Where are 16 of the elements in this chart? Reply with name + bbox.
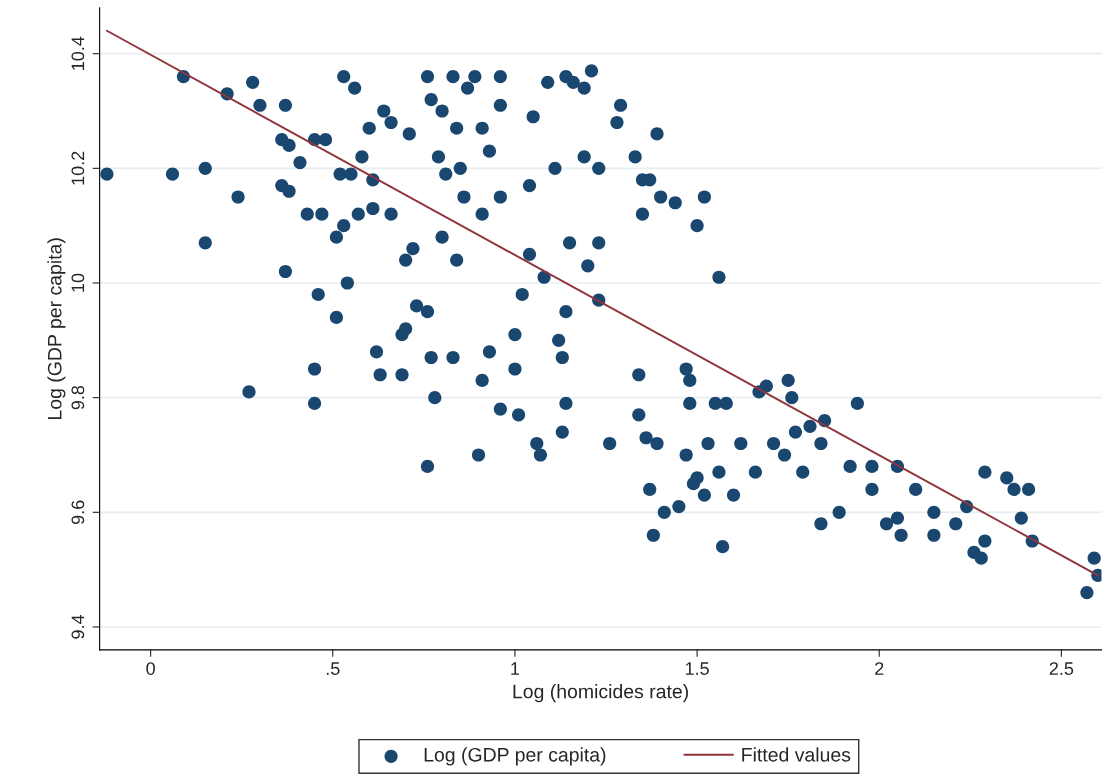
x-axis-title: Log (homicides rate) bbox=[513, 684, 688, 703]
x-tick-label: 1.5 bbox=[685, 662, 709, 675]
y-tick-label: 10.4 bbox=[71, 36, 85, 70]
x-tick-label: 2.5 bbox=[1049, 662, 1074, 675]
legend-label: Log (GDP per capita) bbox=[424, 747, 606, 766]
y-tick-label: 10.2 bbox=[71, 151, 85, 185]
y-tick-label: 9.6 bbox=[71, 500, 85, 525]
y-tick-label: 9.4 bbox=[71, 614, 85, 639]
y-axis-title: Log (GDP per capita) bbox=[47, 238, 66, 419]
x-tick-label: 1 bbox=[511, 662, 520, 675]
x-tick-label: .5 bbox=[326, 662, 340, 675]
x-tick-label: 0 bbox=[146, 662, 155, 675]
y-tick-label: 10 bbox=[71, 273, 85, 292]
x-tick-label: 2 bbox=[875, 662, 884, 675]
y-tick-label: 9.8 bbox=[71, 385, 85, 410]
legend-label: Fitted values bbox=[742, 747, 851, 762]
